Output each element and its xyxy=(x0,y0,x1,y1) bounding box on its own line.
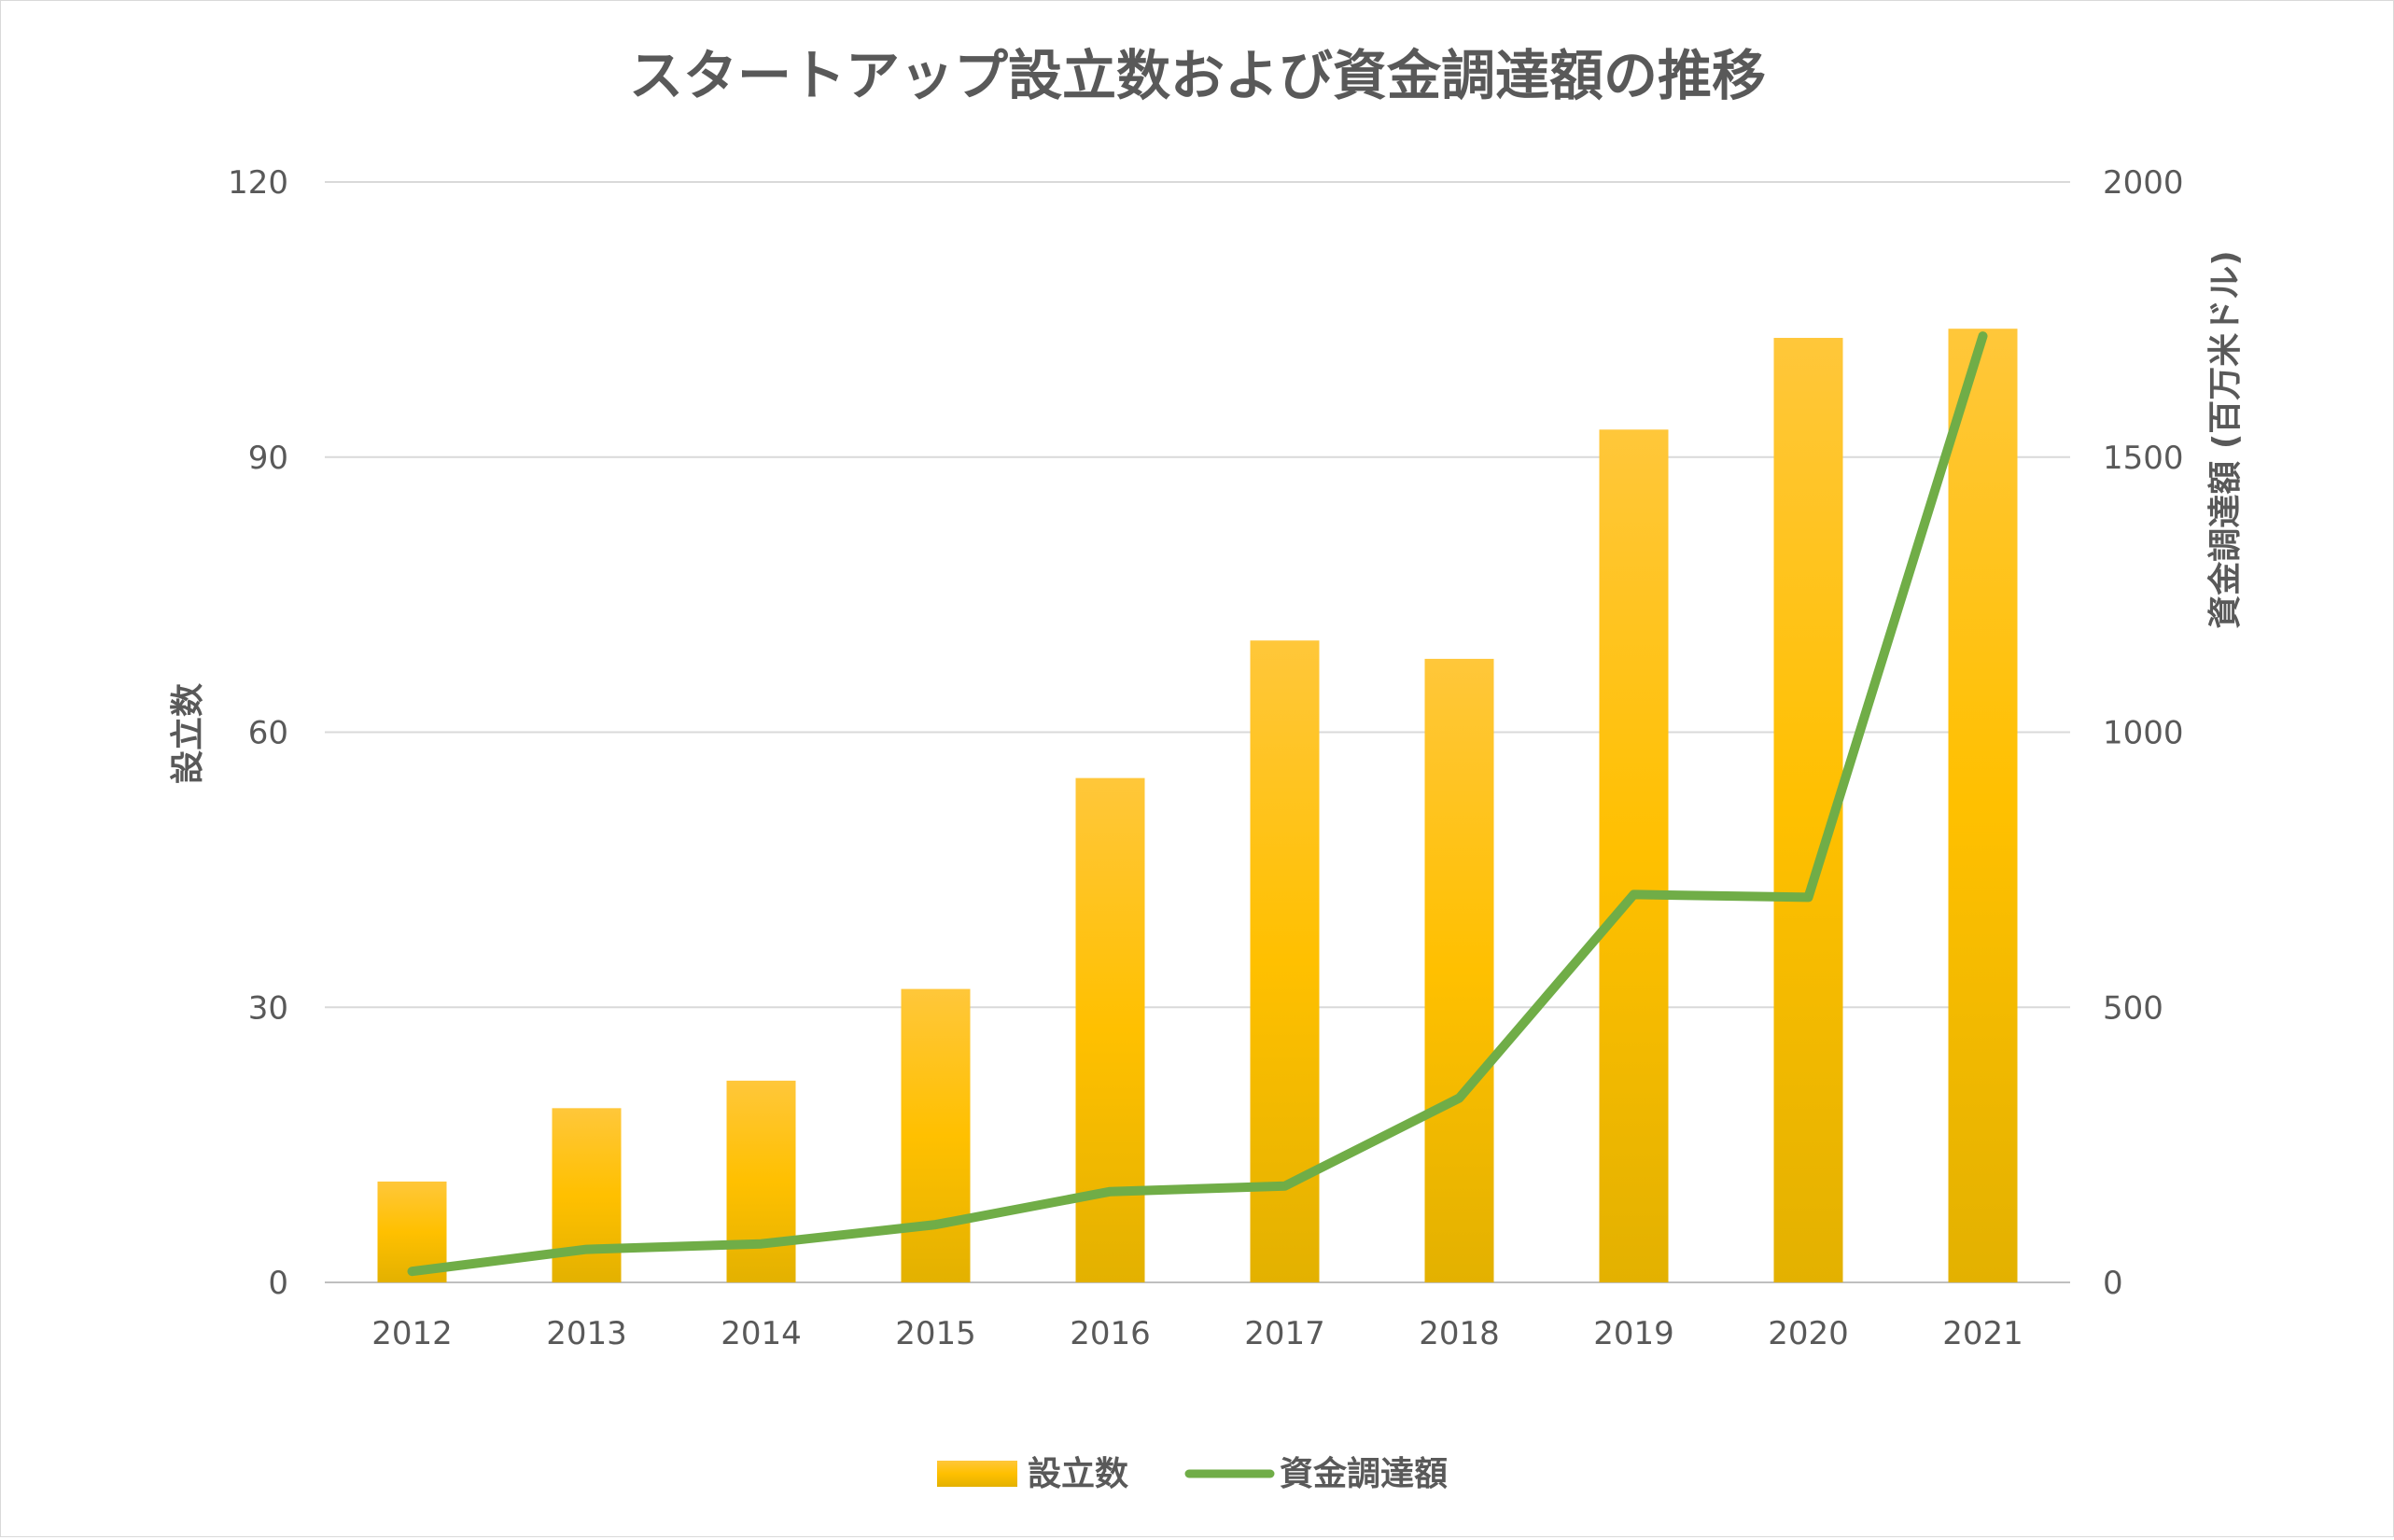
line-point xyxy=(1459,1098,1460,1099)
chart-title: スタートアップ設立数および資金調達額の推移 xyxy=(629,44,1766,107)
x-tick-label: 2014 xyxy=(721,1315,802,1352)
right-axis-title: 資金調達額 (百万米ドル) xyxy=(2205,250,2245,628)
bar xyxy=(901,988,971,1282)
left-tick-label: 60 xyxy=(248,715,288,752)
bar-series-setsuritsu xyxy=(377,329,2018,1282)
left-tick-label: 90 xyxy=(248,440,288,477)
legend: 設立数 資金調達額 xyxy=(937,1454,1448,1493)
right-tick-label: 1500 xyxy=(2103,440,2184,477)
right-tick-label: 0 xyxy=(2103,1265,2123,1302)
x-tick-label: 2015 xyxy=(895,1315,976,1352)
left-tick-label: 120 xyxy=(228,164,288,202)
line-point xyxy=(1110,1191,1111,1193)
legend-bar-swatch xyxy=(937,1461,1017,1487)
x-tick-label: 2020 xyxy=(1768,1315,1849,1352)
line-point xyxy=(1982,335,1983,337)
x-tick-label: 2013 xyxy=(546,1315,627,1352)
line-point xyxy=(412,1270,413,1272)
x-tick-label: 2012 xyxy=(371,1315,453,1352)
x-tick-label: 2019 xyxy=(1593,1315,1674,1352)
line-point xyxy=(761,1243,762,1245)
right-tick-label: 500 xyxy=(2103,989,2163,1027)
x-axis-ticks: 2012 2013 2014 2015 2016 2017 2018 2019 2020 2021 xyxy=(371,1315,2023,1352)
legend-label-shikin: 資金調達額 xyxy=(1280,1454,1448,1493)
bar xyxy=(1424,658,1494,1282)
x-tick-label: 2017 xyxy=(1244,1315,1325,1352)
left-tick-label: 0 xyxy=(268,1265,288,1302)
bar xyxy=(1599,429,1669,1282)
series-line xyxy=(407,331,1988,1277)
left-axis-title: 設立数 xyxy=(169,683,207,784)
left-axis-ticks: 0 30 60 90 120 xyxy=(228,164,288,1302)
line-point xyxy=(1284,1185,1285,1187)
right-tick-label: 2000 xyxy=(2103,164,2184,202)
line-point xyxy=(1633,893,1634,895)
line-point xyxy=(1808,896,1809,898)
right-axis-ticks: 0 500 1000 1500 2000 xyxy=(2103,164,2184,1302)
x-tick-label: 2018 xyxy=(1419,1315,1500,1352)
x-tick-label: 2016 xyxy=(1070,1315,1151,1352)
bar xyxy=(1948,329,2018,1282)
bar xyxy=(726,1080,796,1282)
x-tick-label: 2021 xyxy=(1942,1315,2023,1352)
right-tick-label: 1000 xyxy=(2103,715,2184,752)
legend-label-setsuritsu: 設立数 xyxy=(1028,1455,1128,1493)
line-series-shikin xyxy=(407,331,1988,1277)
line-point xyxy=(586,1249,587,1251)
left-tick-label: 30 xyxy=(248,989,288,1027)
bar xyxy=(1075,777,1145,1282)
